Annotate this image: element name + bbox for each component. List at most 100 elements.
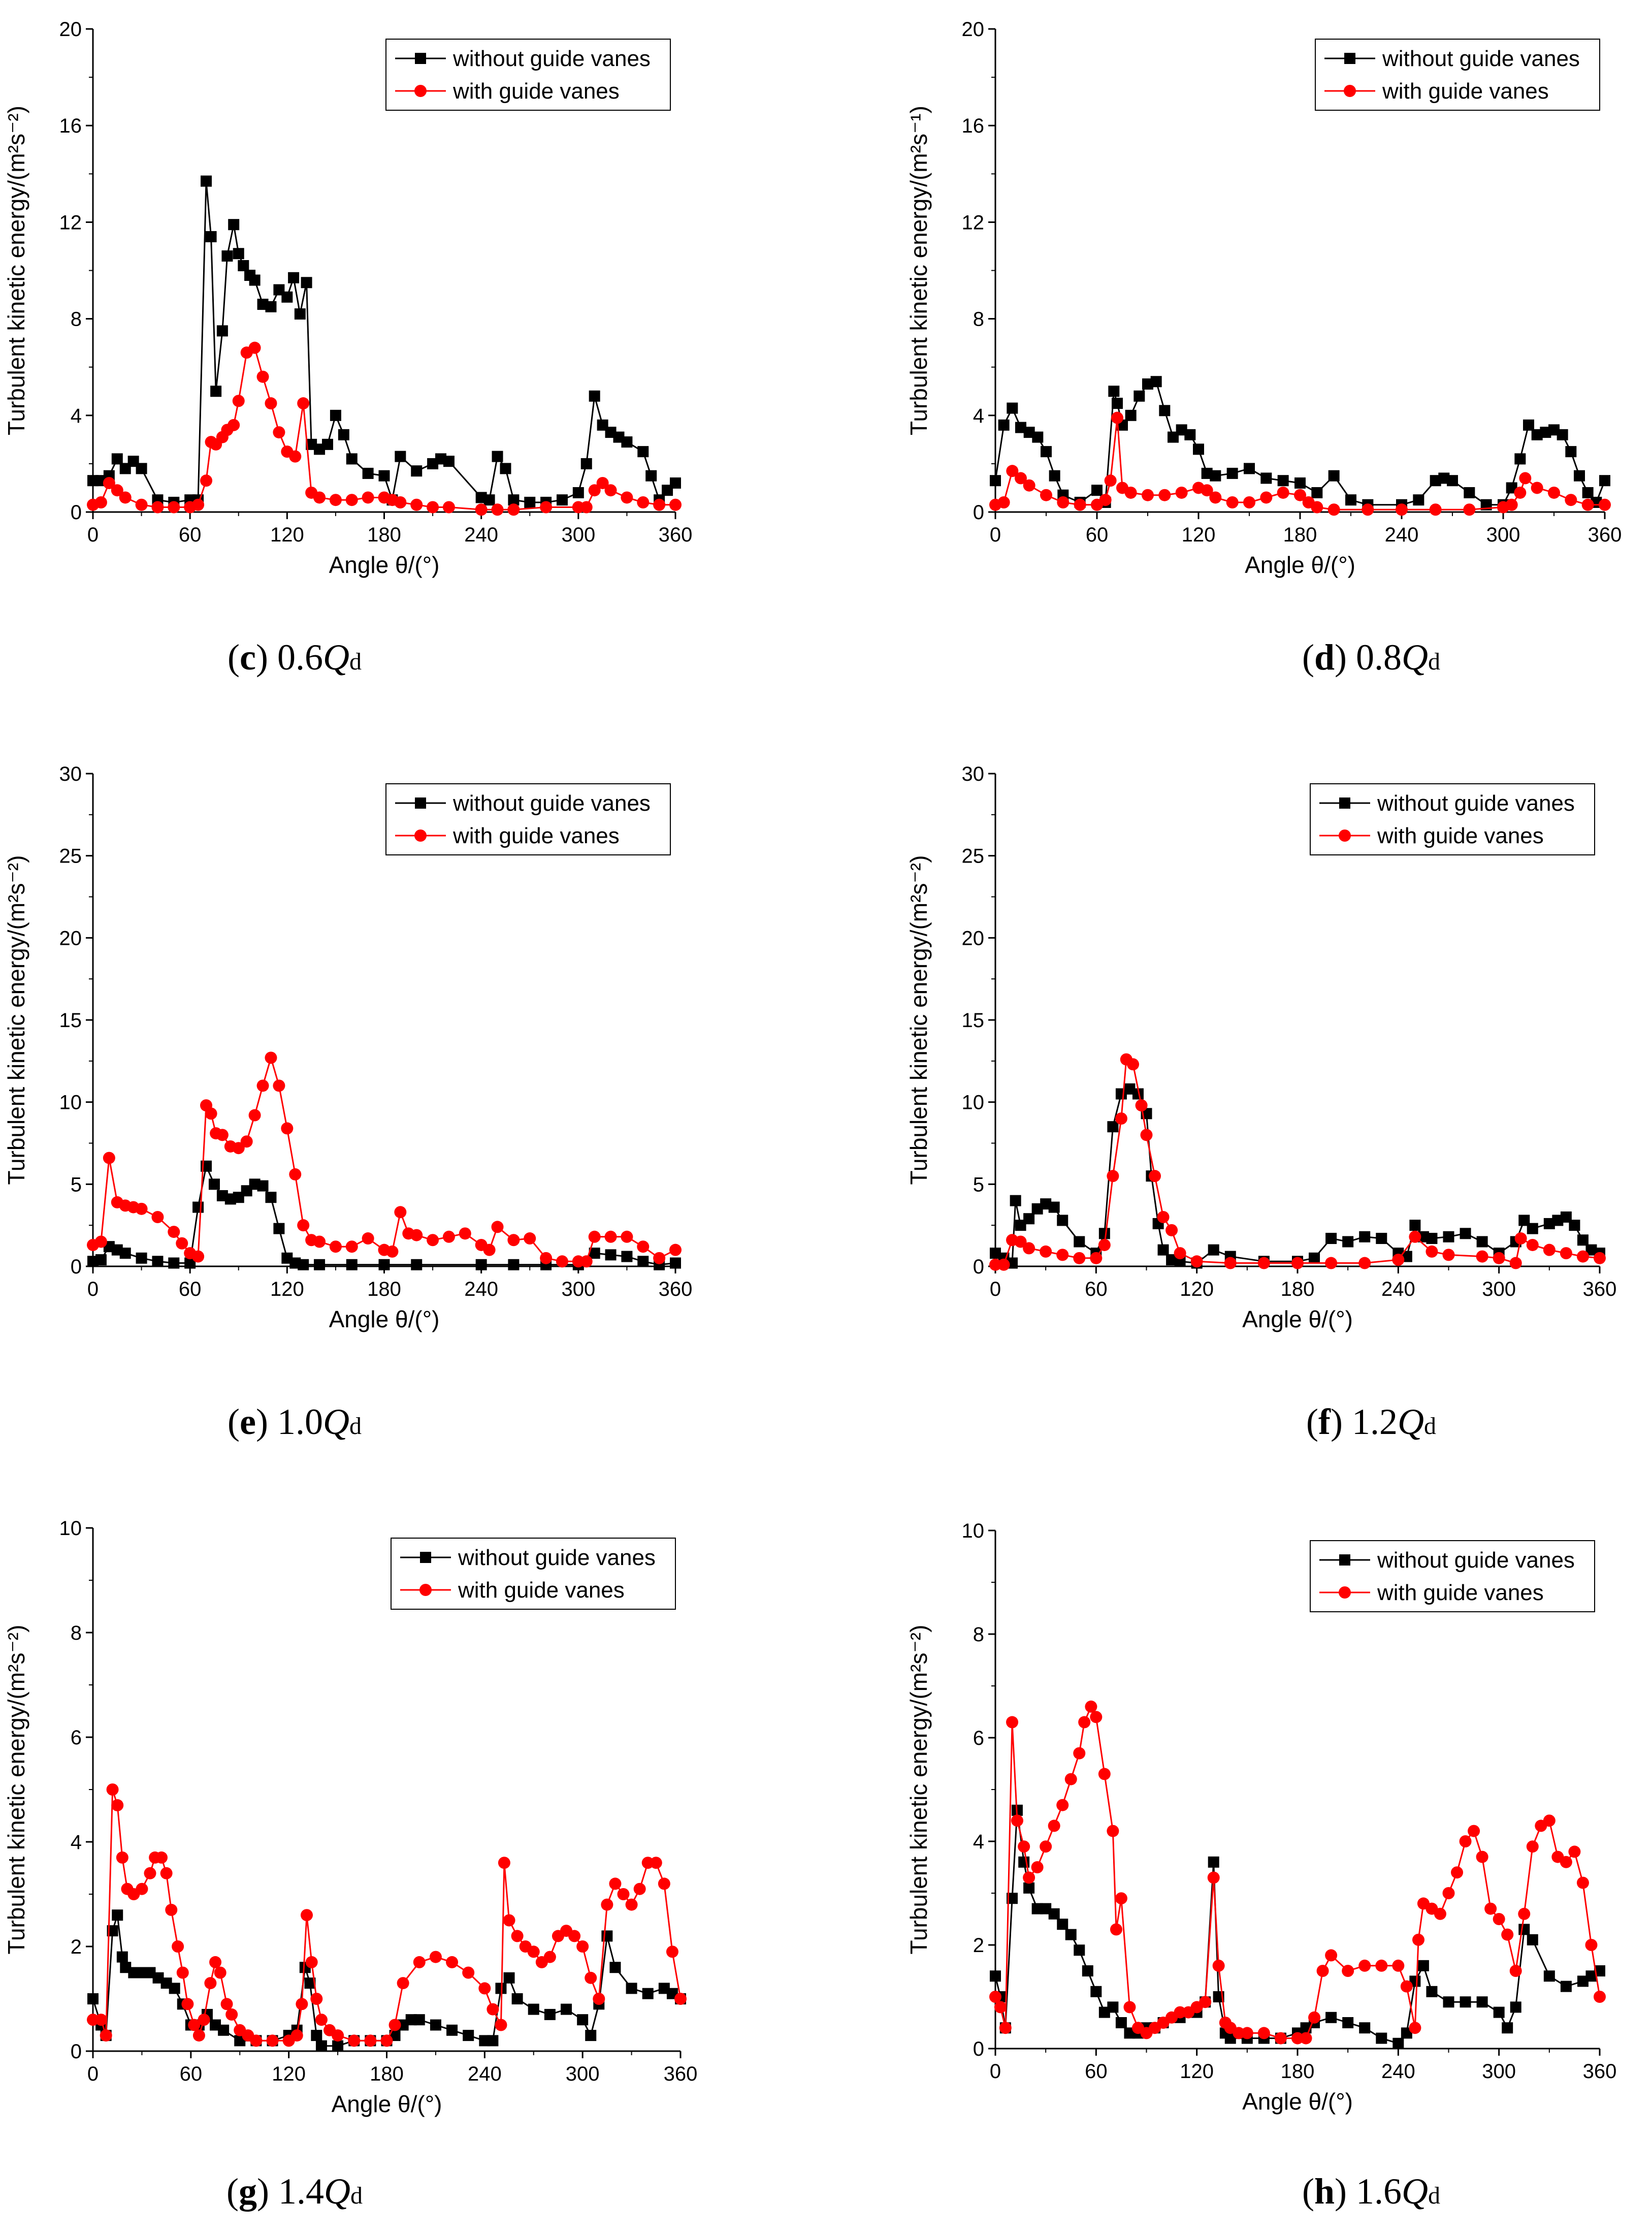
data-point — [633, 1882, 646, 1895]
data-point — [1400, 1980, 1413, 1993]
y-tick-label: 6 — [71, 1727, 82, 1749]
data-point — [1531, 429, 1543, 440]
data-point — [491, 1221, 504, 1233]
y-tick-label: 0 — [71, 501, 82, 524]
data-point — [1560, 1856, 1572, 1868]
data-point — [527, 1945, 540, 1958]
data-point — [112, 1909, 123, 1921]
data-point — [1581, 498, 1594, 511]
y-tick-label: 20 — [59, 18, 82, 41]
series-line — [93, 181, 676, 503]
data-point — [1110, 1923, 1122, 1936]
data-point — [1509, 1965, 1522, 1977]
data-point — [1149, 1170, 1161, 1183]
series-line — [994, 1705, 1601, 2039]
data-point — [1325, 1233, 1337, 1244]
legend-label: without guide vanes — [1377, 791, 1575, 816]
data-point — [503, 1972, 515, 1984]
legend: without guide vanes with guide vanes — [1310, 1540, 1595, 1612]
data-point — [572, 487, 584, 498]
data-point — [589, 1248, 600, 1259]
data-point — [617, 1888, 630, 1900]
data-point — [321, 438, 333, 450]
data-point — [1244, 463, 1255, 474]
data-point — [1594, 1252, 1606, 1264]
data-point — [1142, 489, 1154, 501]
data-point — [1040, 489, 1052, 501]
series-without-guide-vanes — [990, 1804, 1605, 2049]
chart-caption: (f) 1.2Qd — [1306, 1401, 1436, 1442]
data-point — [1107, 1825, 1119, 1837]
caption-paren: ( — [226, 2171, 239, 2212]
data-point — [107, 1925, 118, 1937]
caption-paren: ( — [1302, 2171, 1314, 2212]
data-point — [1032, 431, 1044, 443]
data-point — [645, 470, 657, 482]
data-point — [289, 1168, 302, 1180]
data-point — [446, 1956, 459, 1968]
legend-marker — [419, 1584, 432, 1596]
data-point — [119, 1248, 131, 1259]
data-point — [1090, 1252, 1103, 1264]
data-point — [1565, 494, 1577, 506]
data-point — [380, 2034, 393, 2047]
y-tick-label: 2 — [71, 1936, 82, 1958]
data-point — [184, 1257, 196, 1269]
data-point — [1243, 496, 1255, 508]
y-axis-label: Turbulent kinetic energy/(m²s⁻¹) — [905, 106, 932, 435]
data-point — [1098, 1768, 1111, 1780]
data-point — [362, 1232, 374, 1245]
data-point — [1123, 2001, 1136, 2014]
data-point — [1345, 494, 1356, 506]
data-point — [1199, 1996, 1212, 2008]
y-tick-label: 4 — [71, 1831, 82, 1854]
data-point — [1074, 1944, 1085, 1956]
data-point — [1300, 2032, 1312, 2045]
data-point — [395, 451, 406, 462]
data-point — [1560, 1211, 1572, 1223]
legend-marker — [1344, 53, 1355, 64]
x-tick-label: 240 — [1385, 524, 1419, 546]
legend-label: without guide vanes — [458, 1545, 656, 1570]
data-point — [1527, 1934, 1538, 1945]
data-point — [218, 2024, 230, 2036]
data-point — [463, 2030, 474, 2041]
data-point — [265, 397, 277, 410]
data-point — [1518, 1924, 1530, 1935]
data-point — [1438, 472, 1450, 484]
x-tick-label: 360 — [1583, 1278, 1617, 1300]
caption-sub: d — [1428, 2182, 1440, 2209]
data-point — [297, 1219, 310, 1232]
data-point — [232, 395, 245, 407]
y-tick-label: 0 — [71, 2040, 82, 2063]
x-tick-label: 0 — [87, 1278, 99, 1300]
data-point — [670, 1257, 681, 1269]
y-tick-label: 15 — [962, 1009, 985, 1032]
data-point — [362, 467, 374, 479]
data-point — [588, 1230, 601, 1243]
x-tick-label: 0 — [87, 2063, 99, 2085]
legend-box — [1315, 39, 1600, 111]
data-point — [111, 484, 123, 497]
data-point — [1201, 467, 1213, 479]
data-point — [1157, 1244, 1169, 1256]
data-point — [442, 1230, 455, 1243]
data-point — [1523, 419, 1534, 431]
y-tick-label: 10 — [59, 1517, 82, 1540]
data-point — [386, 1245, 399, 1258]
data-point — [238, 260, 249, 271]
data-point — [1543, 1243, 1556, 1256]
data-point — [313, 1235, 326, 1248]
data-point — [413, 2014, 425, 2026]
legend-marker — [1339, 1554, 1350, 1566]
y-tick-label: 0 — [973, 501, 984, 524]
data-point — [1111, 411, 1123, 424]
caption-q: Q — [1402, 2171, 1428, 2212]
legend-marker — [420, 1552, 431, 1563]
data-point — [1208, 1856, 1219, 1868]
data-point — [1023, 427, 1035, 438]
x-tick-label: 0 — [990, 1278, 1001, 1300]
data-point — [281, 1122, 294, 1135]
y-tick-label: 0 — [71, 1256, 82, 1278]
